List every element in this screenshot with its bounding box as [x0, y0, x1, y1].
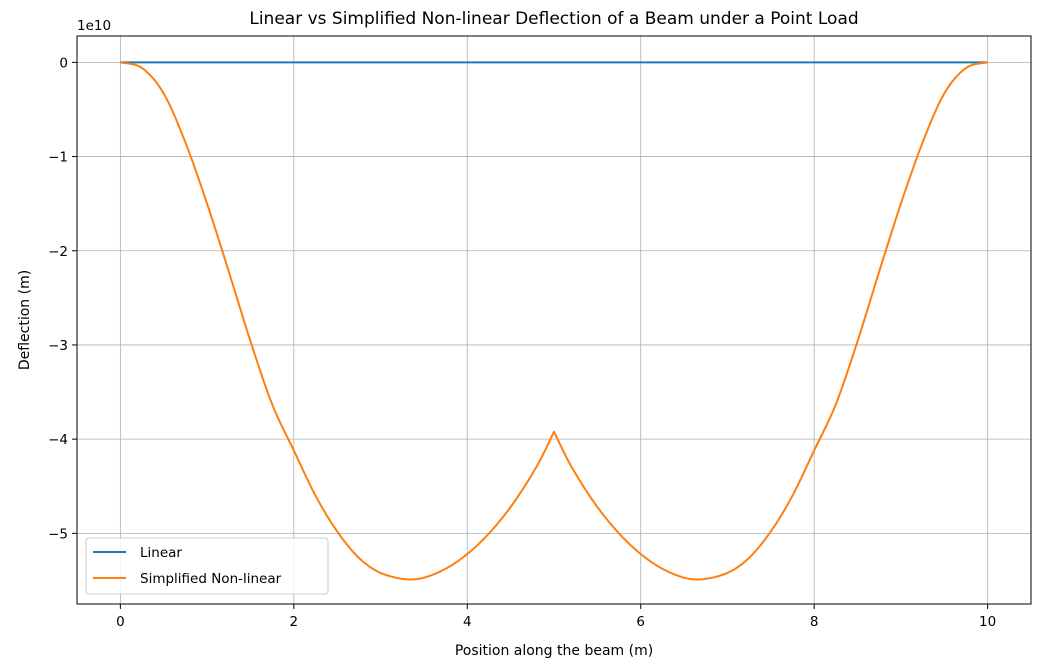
- legend-box: [85, 537, 329, 595]
- x-tick-label: 8: [810, 614, 819, 630]
- y-tick-label: −5: [48, 526, 68, 542]
- legend: Linear Simplified Non-linear: [85, 537, 329, 595]
- legend-label-linear: Linear: [140, 545, 182, 561]
- y-tick-label: −1: [48, 150, 68, 166]
- y-tick-label: 0: [59, 55, 68, 71]
- x-tick-label: 2: [290, 614, 299, 630]
- y-axis-label: Deflection (m): [17, 270, 33, 370]
- x-axis-ticks: 0 2 4 6 8 10: [116, 604, 996, 630]
- x-tick-label: 10: [979, 614, 996, 630]
- y-tick-label: −4: [48, 432, 68, 448]
- x-tick-label: 6: [636, 614, 645, 630]
- y-tick-label: −2: [48, 244, 68, 260]
- legend-label-simplified-non-linear: Simplified Non-linear: [140, 571, 282, 587]
- x-tick-label: 0: [116, 614, 125, 630]
- y-axis-ticks: 0 −1 −2 −3 −4 −5: [48, 55, 77, 542]
- grid-lines: [77, 36, 1031, 604]
- plot-frame: [76, 35, 1032, 605]
- series-line-simplified-non-linear: [120, 61, 988, 581]
- series-layer: [120, 61, 988, 581]
- chart-title: Linear vs Simplified Non-linear Deflecti…: [249, 9, 858, 29]
- x-axis-label: Position along the beam (m): [455, 643, 653, 659]
- x-tick-label: 4: [463, 614, 472, 630]
- y-offset-label: 1e10: [77, 18, 111, 34]
- y-tick-label: −3: [48, 338, 68, 354]
